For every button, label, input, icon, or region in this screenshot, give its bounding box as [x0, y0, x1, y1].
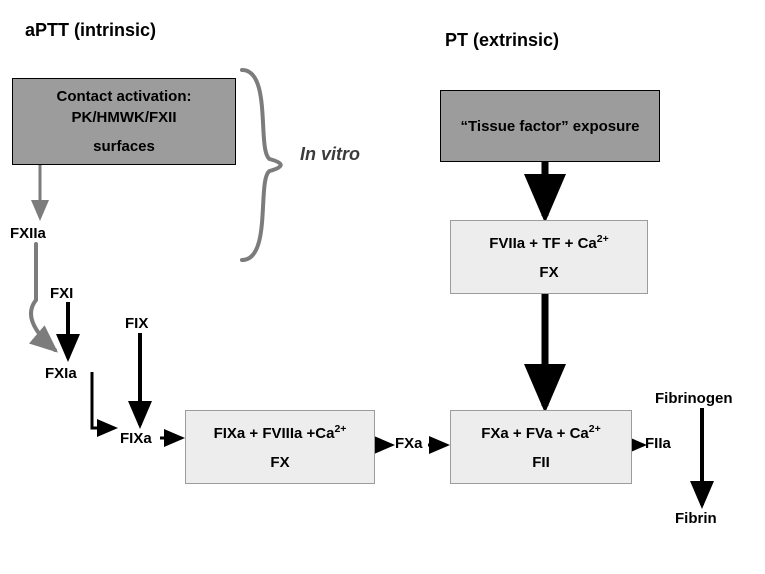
- node-Fibrin: Fibrin: [675, 510, 717, 527]
- box-tissue: “Tissue factor” exposure: [440, 90, 660, 162]
- node-FXIIa: FXIIa: [10, 225, 46, 242]
- box-fixbox-line0: FIXa + FVIIIa +Ca2+: [214, 422, 347, 444]
- node-Fibrinogen: Fibrinogen: [655, 390, 733, 407]
- node-FIXa: FIXa: [120, 430, 152, 447]
- title-aPTT: aPTT (intrinsic): [25, 20, 156, 41]
- node-FXIa: FXIa: [45, 365, 77, 382]
- box-tissue-line0: “Tissue factor” exposure: [461, 116, 640, 137]
- box-fxabox-line1: FII: [532, 452, 550, 473]
- box-fixbox: FIXa + FVIIIa +Ca2+ FX: [185, 410, 375, 484]
- label-invitro: In vitro: [300, 144, 360, 165]
- box-contact: Contact activation:PK/HMWK/FXII surfaces: [12, 78, 236, 165]
- box-contact-line0: Contact activation:: [56, 86, 191, 107]
- node-FXI: FXI: [50, 285, 73, 302]
- node-FXa: FXa: [395, 435, 423, 452]
- box-fixbox-line1: FX: [270, 452, 289, 473]
- title-PT: PT (extrinsic): [445, 30, 559, 51]
- box-fxabox: FXa + FVa + Ca2+ FII: [450, 410, 632, 484]
- box-fxabox-line0: FXa + FVa + Ca2+: [481, 422, 601, 444]
- box-contact-line2: surfaces: [93, 136, 155, 157]
- node-FIX: FIX: [125, 315, 148, 332]
- box-contact-line1: PK/HMWK/FXII: [72, 107, 177, 128]
- node-FIIa: FIIa: [645, 435, 671, 452]
- box-fvii-line1: FX: [539, 262, 558, 283]
- box-fvii: FVIIa + TF + Ca2+ FX: [450, 220, 648, 294]
- box-fvii-line0: FVIIa + TF + Ca2+: [489, 232, 609, 254]
